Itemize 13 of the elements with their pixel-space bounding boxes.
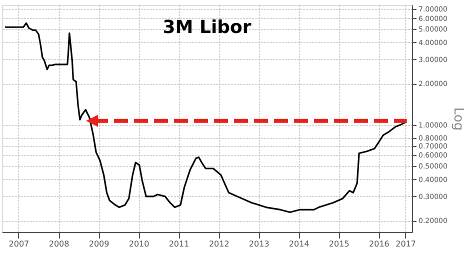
x-tick-label: 2012	[208, 240, 230, 248]
x-tick-label: 2015	[328, 240, 350, 248]
x-tick-label: 2007	[8, 240, 30, 248]
x-tick-label: 2008	[48, 240, 70, 248]
x-tick-label: 2017	[396, 240, 416, 248]
x-tick-label: 2010	[128, 240, 150, 248]
text: 3M Libor	[162, 17, 252, 38]
x-tick-label: 2014	[288, 240, 310, 248]
y-axis-title: Log	[450, 107, 466, 131]
x-tick-label: 2009	[88, 240, 110, 248]
x-tick-label: 2016	[369, 240, 390, 248]
x-tick-label: 2011	[168, 240, 190, 248]
x-tick-label: 2013	[248, 240, 270, 248]
